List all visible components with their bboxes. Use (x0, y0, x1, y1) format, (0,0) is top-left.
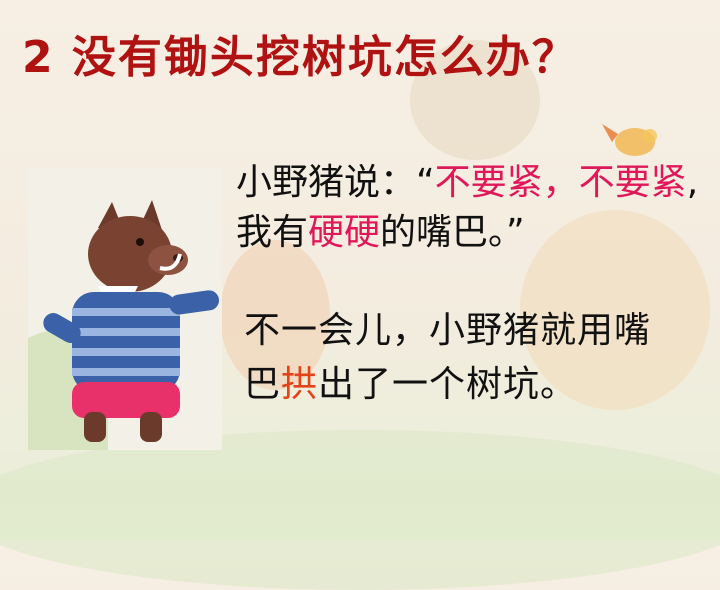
dialogue-text: 小野猪说：“不要紧，不要紧, 我有硬硬的嘴巴。” (236, 158, 706, 258)
speaker-label: 小野猪说： (236, 162, 417, 203)
dialogue-part2: 我有 (236, 212, 309, 253)
bird-icon (602, 124, 657, 156)
wild-boar-illustration (28, 168, 222, 450)
close-quote: ” (506, 212, 525, 253)
highlight-word-gong: 拱 (281, 364, 319, 405)
narration-part2: 出了一个树坑。 (318, 364, 578, 405)
page-title: 2 没有锄头挖树坑怎么办？ (22, 32, 578, 83)
comma: , (686, 162, 699, 203)
highlight-word-yingying: 硬硬 (308, 212, 381, 253)
highlight-phrase-buyaojin: 不要紧，不要紧 (434, 162, 687, 203)
dialogue-part3: 的嘴巴。 (380, 212, 507, 253)
narration-text: 不一会儿，小野猪就用嘴巴拱出了一个树坑。 (244, 304, 684, 412)
open-quote: “ (416, 162, 435, 203)
narration-part1: 不一会儿，小野猪就用嘴巴 (244, 310, 652, 405)
